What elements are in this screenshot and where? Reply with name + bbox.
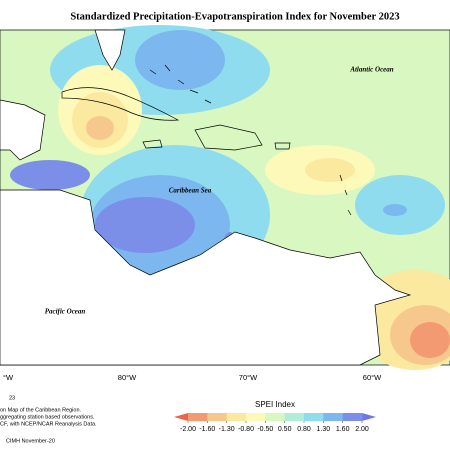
- colorbar-segment: [265, 413, 286, 421]
- colorbar-segment: [188, 413, 208, 421]
- land: [0, 99, 46, 161]
- island: [61, 87, 180, 121]
- island: [274, 142, 291, 150]
- colorbar-tick-label: -0.50: [257, 426, 273, 433]
- colorbar-tick-label: 0.80: [297, 426, 311, 433]
- land: [0, 189, 412, 366]
- longitude-label: 70°W: [239, 373, 258, 382]
- note: 23: [9, 395, 15, 401]
- colorbar-segment: [246, 413, 266, 421]
- note: CIMH November-20: [6, 438, 55, 444]
- wet-area: [383, 204, 407, 216]
- dry-area: [410, 322, 450, 358]
- colorbar-tick-label: 0.50: [278, 426, 292, 433]
- ocean-label: Atlantic Ocean: [349, 66, 393, 74]
- colorbar-tick-label: 1.30: [317, 426, 331, 433]
- island: [142, 139, 163, 149]
- island: [149, 64, 352, 216]
- colorbar-end: [174, 413, 188, 421]
- wet-area: [95, 197, 195, 253]
- colorbar-segment: [323, 413, 344, 421]
- note: on Map of the Caribbean Region.: [0, 407, 81, 413]
- longitude-label: °W: [3, 373, 14, 382]
- colorbar-segment: [284, 413, 305, 421]
- sea-label: Caribbean Sea: [169, 187, 212, 195]
- longitude-label: 60°W: [363, 373, 382, 382]
- longitude-label: 80°W: [118, 373, 137, 382]
- colorbar-tick-label: 1.60: [336, 426, 350, 433]
- note: ggregating station based observations.: [0, 414, 95, 420]
- dry-area: [305, 158, 355, 182]
- wet-area: [135, 30, 225, 90]
- land: [94, 29, 126, 71]
- colorbar: -2.00 -1.60 -1.30 -0.80 -0.50 0.50 0.80 1.30 1.6…: [174, 413, 376, 433]
- colorbar-tick-label: -1.30: [219, 426, 235, 433]
- colorbar-tick-label: 2.00: [355, 426, 369, 433]
- dry-area: [86, 116, 114, 140]
- title: Standardized Precipitation-Evapotranspir…: [70, 11, 399, 22]
- colorbar-end: [362, 413, 376, 421]
- colorbar-segment: [207, 413, 228, 421]
- legend-title: SPEI Index: [255, 400, 295, 409]
- colorbar-tick-label: -1.60: [199, 426, 215, 433]
- ocean-label: Pacific Ocean: [45, 308, 86, 316]
- colorbar-segment: [226, 413, 247, 421]
- colorbar-segment: [342, 413, 363, 421]
- note: CF, with NCEP/NCAR Reanalysis Data.: [0, 421, 97, 427]
- island: [194, 124, 263, 151]
- colorbar-segment: [304, 413, 324, 421]
- wet-area: [10, 160, 90, 190]
- colorbar-tick-label: -2.00: [180, 426, 196, 433]
- map: [0, 25, 450, 370]
- colorbar-tick-label: -0.80: [238, 426, 254, 433]
